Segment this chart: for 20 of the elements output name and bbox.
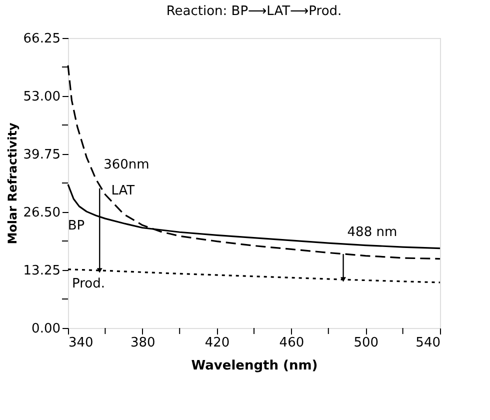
chart-title: Reaction: BP⟶LAT⟶Prod. [166, 4, 342, 19]
x-tick-label: 380 [130, 336, 156, 350]
series-label: BP [68, 218, 85, 234]
y-tick-label: 53.00 [23, 90, 60, 104]
series-label: LAT [111, 183, 135, 198]
y-tick-label: 13.25 [23, 264, 60, 278]
y-tick-label: 26.50 [23, 206, 60, 220]
y-tick-label: 39.75 [23, 148, 60, 162]
x-tick-label: 340 [68, 336, 94, 350]
x-tick-label: 500 [354, 336, 379, 350]
annotation: 488 nm [347, 225, 398, 240]
x-tick-label: 460 [279, 336, 304, 350]
y-axis-title: Molar Refractivity [5, 122, 20, 244]
legend-label: Prod. [72, 276, 106, 292]
y-tick-label: 0.00 [32, 322, 60, 336]
y-tick-label: 66.25 [23, 32, 60, 46]
x-tick-label: 540 [416, 336, 440, 350]
x-axis-title: Wavelength (nm) [191, 358, 318, 374]
x-tick-label: 420 [204, 336, 230, 350]
annotation: 360nm [104, 157, 150, 172]
